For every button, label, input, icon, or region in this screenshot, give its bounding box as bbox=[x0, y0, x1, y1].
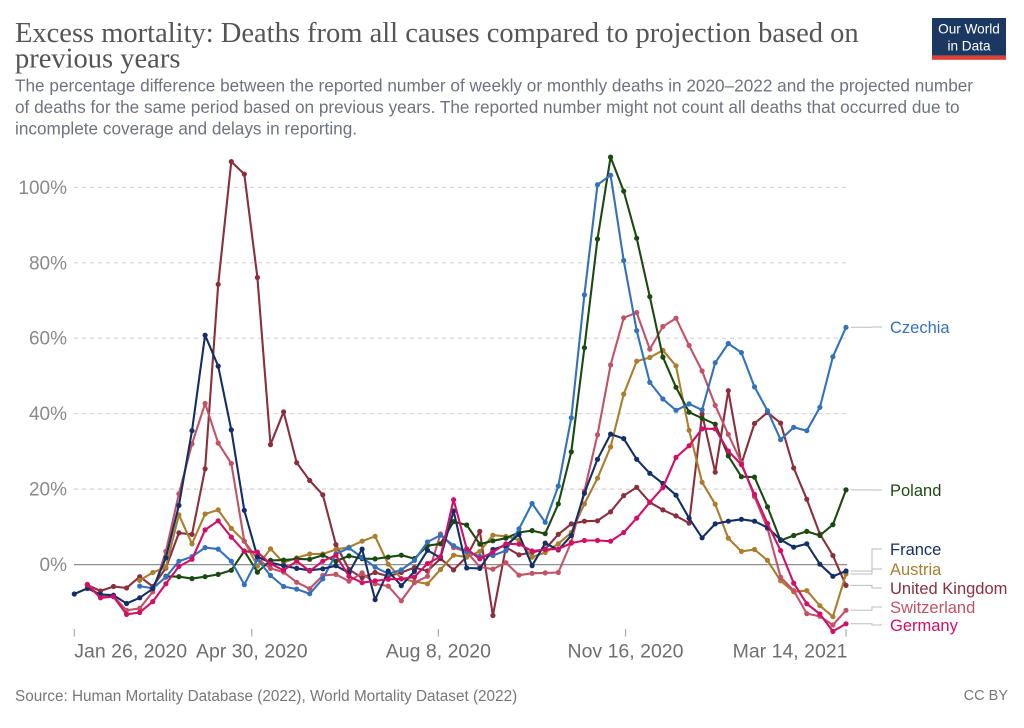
svg-text:incomplete coverage and delays: incomplete coverage and delays in report… bbox=[15, 119, 357, 139]
svg-text:The percentage difference betw: The percentage difference between the re… bbox=[15, 76, 973, 96]
svg-text:Poland: Poland bbox=[890, 482, 941, 500]
svg-text:Jan 26, 2020: Jan 26, 2020 bbox=[74, 641, 187, 663]
svg-text:40%: 40% bbox=[29, 404, 67, 425]
svg-text:Our World: Our World bbox=[938, 22, 1000, 37]
svg-text:0%: 0% bbox=[40, 555, 68, 576]
svg-text:Apr 30, 2020: Apr 30, 2020 bbox=[196, 641, 308, 663]
svg-text:France: France bbox=[890, 541, 941, 559]
svg-text:Nov 16, 2020: Nov 16, 2020 bbox=[567, 641, 683, 663]
svg-text:80%: 80% bbox=[29, 253, 67, 274]
svg-text:Aug 8, 2020: Aug 8, 2020 bbox=[386, 641, 491, 663]
svg-text:Source: Human Mortality Databa: Source: Human Mortality Database (2022),… bbox=[15, 688, 517, 705]
svg-text:Excess mortality: Deaths from: Excess mortality: Deaths from all causes… bbox=[15, 18, 859, 49]
svg-text:CC BY: CC BY bbox=[964, 688, 1009, 704]
svg-text:Mar 14, 2021: Mar 14, 2021 bbox=[733, 641, 848, 663]
svg-text:Czechia: Czechia bbox=[890, 319, 950, 337]
svg-text:100%: 100% bbox=[18, 178, 67, 199]
svg-text:previous years: previous years bbox=[15, 44, 180, 75]
svg-text:60%: 60% bbox=[29, 329, 67, 350]
svg-text:United Kingdom: United Kingdom bbox=[890, 580, 1007, 598]
svg-text:Austria: Austria bbox=[890, 561, 942, 579]
svg-text:in Data: in Data bbox=[947, 39, 991, 54]
svg-text:20%: 20% bbox=[29, 480, 67, 501]
svg-text:Switzerland: Switzerland bbox=[890, 599, 975, 617]
svg-text:of deaths for the same period: of deaths for the same period based on p… bbox=[15, 97, 960, 117]
svg-text:Germany: Germany bbox=[890, 617, 959, 635]
